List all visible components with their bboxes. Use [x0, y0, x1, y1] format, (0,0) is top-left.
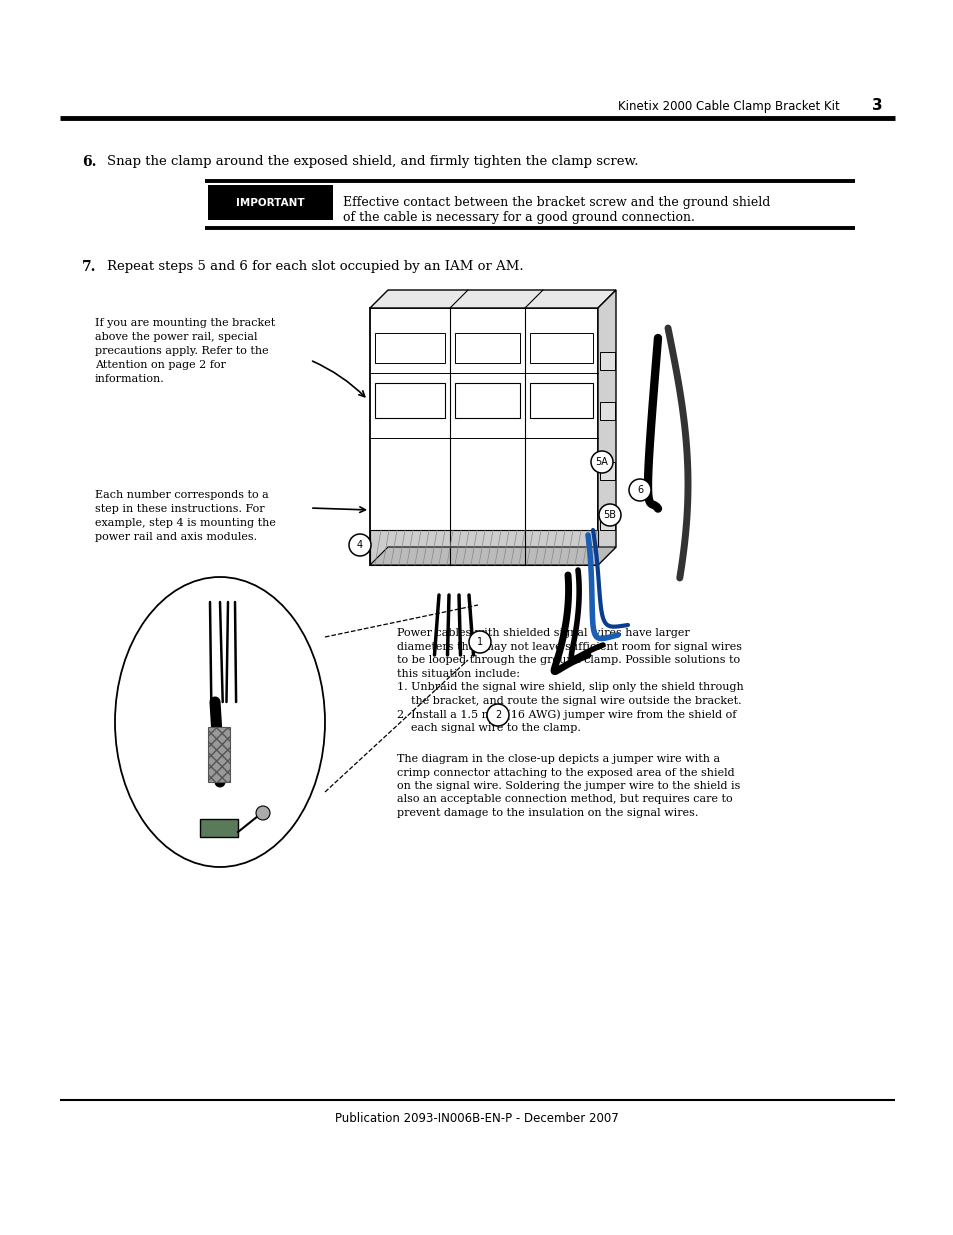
Bar	[530, 333, 593, 363]
Text: 1. Unbraid the signal wire shield, slip only the shield through: 1. Unbraid the signal wire shield, slip …	[396, 682, 743, 692]
Text: diameters that may not leave sufficient room for signal wires: diameters that may not leave sufficient …	[396, 641, 741, 652]
Bar	[375, 383, 444, 417]
Text: IMPORTANT: IMPORTANT	[235, 198, 304, 207]
Text: prevent damage to the insulation on the signal wires.: prevent damage to the insulation on the …	[396, 808, 698, 818]
Circle shape	[590, 451, 613, 473]
Text: above the power rail, special: above the power rail, special	[95, 332, 257, 342]
Polygon shape	[598, 290, 616, 564]
Text: this situation include:: this situation include:	[396, 668, 519, 678]
Text: crimp connector attaching to the exposed area of the shield: crimp connector attaching to the exposed…	[396, 767, 734, 778]
Text: Power cables with shielded signal wires have larger: Power cables with shielded signal wires …	[396, 629, 689, 638]
Text: If you are mounting the bracket: If you are mounting the bracket	[95, 317, 275, 329]
Text: 5B: 5B	[603, 510, 616, 520]
Circle shape	[628, 479, 650, 501]
Circle shape	[349, 534, 371, 556]
Polygon shape	[370, 547, 616, 564]
Text: Each number corresponds to a: Each number corresponds to a	[95, 490, 269, 500]
Bar	[599, 462, 615, 480]
Text: 2: 2	[495, 710, 500, 720]
Text: The diagram in the close-up depicts a jumper wire with a: The diagram in the close-up depicts a ju…	[396, 755, 720, 764]
Text: +: +	[213, 840, 224, 852]
Circle shape	[598, 504, 620, 526]
Text: also an acceptable connection method, but requires care to: also an acceptable connection method, bu…	[396, 794, 732, 804]
Bar	[455, 333, 519, 363]
Text: power rail and axis modules.: power rail and axis modules.	[95, 532, 257, 542]
Text: 7.: 7.	[82, 261, 96, 274]
Text: precautions apply. Refer to the: precautions apply. Refer to the	[95, 346, 269, 356]
Text: example, step 4 is mounting the: example, step 4 is mounting the	[95, 517, 275, 529]
Circle shape	[486, 704, 509, 726]
Polygon shape	[370, 290, 616, 308]
Text: each signal wire to the clamp.: each signal wire to the clamp.	[396, 722, 580, 732]
Bar	[599, 352, 615, 370]
Text: Snap the clamp around the exposed shield, and firmly tighten the clamp screw.: Snap the clamp around the exposed shield…	[107, 156, 638, 168]
Text: of the cable is necessary for a good ground connection.: of the cable is necessary for a good gro…	[343, 211, 694, 224]
Text: 3: 3	[871, 98, 882, 112]
Bar	[375, 333, 444, 363]
Text: to be looped through the ground clamp. Possible solutions to: to be looped through the ground clamp. P…	[396, 655, 740, 664]
Text: Publication 2093-IN006B-EN-P - December 2007: Publication 2093-IN006B-EN-P - December …	[335, 1112, 618, 1125]
Bar	[455, 383, 519, 417]
Bar	[599, 513, 615, 530]
Text: 2. Install a 1.5 mm (16 AWG) jumper wire from the shield of: 2. Install a 1.5 mm (16 AWG) jumper wire…	[396, 709, 736, 720]
Text: Effective contact between the bracket screw and the ground shield: Effective contact between the bracket sc…	[343, 196, 770, 209]
Text: 5A: 5A	[595, 457, 608, 467]
Bar	[370, 530, 598, 564]
Bar	[599, 403, 615, 420]
Text: 1: 1	[476, 637, 482, 647]
Text: 6: 6	[637, 485, 642, 495]
Bar	[370, 308, 598, 564]
Bar	[208, 727, 230, 782]
Text: 4: 4	[356, 540, 363, 550]
Text: step in these instructions. For: step in these instructions. For	[95, 504, 264, 514]
Circle shape	[469, 631, 491, 653]
Text: Kinetix 2000 Cable Clamp Bracket Kit: Kinetix 2000 Cable Clamp Bracket Kit	[618, 100, 840, 112]
Circle shape	[255, 806, 270, 820]
FancyBboxPatch shape	[208, 185, 333, 220]
Text: on the signal wire. Soldering the jumper wire to the shield is: on the signal wire. Soldering the jumper…	[396, 781, 740, 790]
Text: 6.: 6.	[82, 156, 96, 169]
Text: Attention on page 2 for: Attention on page 2 for	[95, 359, 226, 370]
Ellipse shape	[115, 577, 325, 867]
Text: the bracket, and route the signal wire outside the bracket.: the bracket, and route the signal wire o…	[396, 695, 740, 705]
Bar	[200, 819, 237, 837]
Bar	[530, 383, 593, 417]
Text: Repeat steps 5 and 6 for each slot occupied by an IAM or AM.: Repeat steps 5 and 6 for each slot occup…	[107, 261, 523, 273]
Text: information.: information.	[95, 374, 165, 384]
